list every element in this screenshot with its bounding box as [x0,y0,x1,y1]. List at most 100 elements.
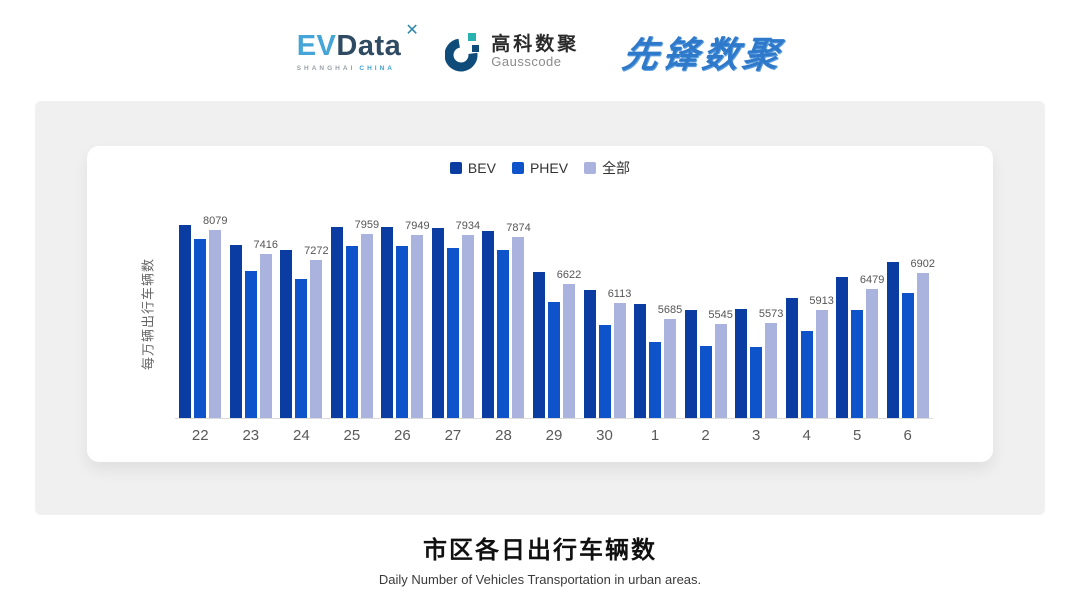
bar-all-2[interactable] [714,324,727,418]
bar-slot-all-25: 7959 [355,219,379,418]
bar-bev-6[interactable] [886,262,899,418]
bar-slot-all-22: 8079 [203,215,228,418]
bar-slot-bev-30 [583,219,596,418]
bar-slot-bev-5 [836,219,849,418]
bar-group-bars-6: 6902 [886,219,935,418]
bar-phev-5[interactable] [851,310,864,418]
bar-slot-bev-4 [785,219,798,418]
bar-all-4[interactable] [815,310,828,418]
report-panel: BEV PHEV 全部 每万辆出行车辆数 8079 7416 7272 7959 7949 7… [35,101,1045,515]
bar-all-28[interactable] [512,237,525,418]
bar-bev-2[interactable] [684,310,697,418]
bar-bev-30[interactable] [583,290,596,418]
data-label-29: 6622 [556,269,582,281]
bar-slot-phev-4 [800,219,813,418]
bar-slot-phev-29 [547,219,560,418]
bar-all-3[interactable] [765,323,778,418]
bar-group-bars-3: 5573 [735,219,783,418]
legend-item-phev[interactable]: PHEV [511,160,569,176]
bar-phev-24[interactable] [295,279,308,418]
bar-slot-bev-22 [179,219,192,418]
gausscode-logo: 高科数聚 Gausscode [445,32,579,72]
bar-slot-phev-25 [345,219,358,418]
bar-group-bars-27: 7934 [431,219,480,418]
bar-bev-5[interactable] [836,277,849,418]
data-label-24: 7272 [304,245,329,257]
bar-bev-1[interactable] [634,304,647,418]
bar-group-26: 7949 [377,219,430,418]
bar-phev-22[interactable] [194,239,207,418]
legend-item-bev[interactable]: BEV [449,160,496,176]
evdata-subtext: SHANGHAI CHINA [297,65,395,72]
bar-all-29[interactable] [562,284,575,418]
bar-phev-6[interactable] [901,293,914,418]
bar-bev-27[interactable] [431,228,444,418]
bar-all-22[interactable] [209,230,222,418]
data-label-30: 6113 [607,288,632,300]
bar-bev-29[interactable] [532,272,545,418]
bar-bev-26[interactable] [381,227,394,418]
bar-phev-30[interactable] [598,325,611,418]
bar-phev-29[interactable] [547,302,560,418]
bar-phev-4[interactable] [800,331,813,418]
bar-all-1[interactable] [664,319,677,418]
bar-bev-24[interactable] [280,250,293,418]
bar-bev-25[interactable] [330,227,343,418]
bar-all-24[interactable] [310,260,323,418]
bar-bev-3[interactable] [735,309,748,418]
bar-bev-4[interactable] [785,298,798,418]
chart-legend: BEV PHEV 全部 [87,158,993,178]
legend-label-phev: PHEV [529,160,569,176]
bar-slot-phev-5 [851,219,864,418]
bar-bev-28[interactable] [482,231,495,418]
bar-all-5[interactable] [866,289,879,418]
bar-phev-27[interactable] [446,248,459,418]
bar-slot-phev-23 [244,219,257,418]
bar-all-23[interactable] [259,254,272,418]
x-tick-22: 22 [191,427,209,444]
data-label-28: 7874 [506,222,531,234]
evdata-shanghai-text: SHANGHAI [296,65,356,72]
bar-slot-all-27: 7934 [456,219,480,418]
bar-slot-all-1: 5685 [658,219,682,418]
chart-subtitle: Daily Number of Vehicles Transportation … [378,572,702,587]
bar-all-6[interactable] [916,273,929,418]
bar-all-25[interactable] [360,234,373,418]
bar-slot-all-29: 6622 [557,219,581,418]
legend-item-all[interactable]: 全部 [584,158,630,178]
gausscode-cn-text: 高科数聚 [491,33,580,55]
bar-group-27: 7934 [428,219,480,418]
bar-slot-all-3: 5573 [759,219,783,418]
bar-slot-phev-30 [598,219,611,418]
bar-group-bars-5: 6479 [836,219,884,418]
bar-phev-28[interactable] [497,250,510,418]
x-axis-labels: 22 23 24 25 26 27 28 29 30 1 2 3 4 5 6 [175,427,933,444]
legend-marker-bev [449,162,462,174]
x-tick-26: 26 [394,427,411,444]
bar-all-30[interactable] [613,303,626,418]
bar-phev-1[interactable] [649,342,662,418]
bar-bev-23[interactable] [229,245,242,418]
bar-slot-bev-24 [280,219,293,418]
gausscode-icon [445,33,480,72]
x-tick-24: 24 [292,427,310,444]
bar-phev-3[interactable] [750,347,763,418]
bar-all-26[interactable] [411,235,424,418]
legend-marker-phev [511,162,524,174]
x-tick-27: 27 [444,427,462,444]
bar-bev-22[interactable] [179,225,192,418]
x-tick-6: 6 [903,427,912,444]
x-tick-2: 2 [701,427,710,444]
bar-group-bars-4: 5913 [785,219,834,418]
bar-slot-bev-29 [532,219,545,418]
bar-slot-phev-24 [295,219,308,418]
bar-phev-2[interactable] [699,346,712,418]
bar-phev-23[interactable] [244,271,257,418]
bar-all-27[interactable] [461,235,474,418]
bar-slot-phev-1 [649,219,662,418]
bar-slot-bev-23 [229,219,242,418]
bar-phev-26[interactable] [396,246,409,418]
gausscode-wordmark: 高科数聚 Gausscode [491,34,579,71]
bar-phev-25[interactable] [345,246,358,418]
